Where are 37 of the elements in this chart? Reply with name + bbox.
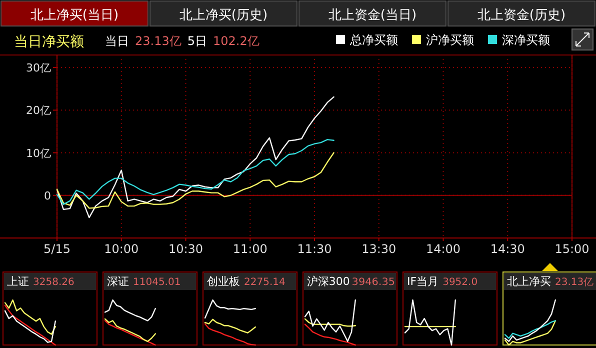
text: 北上资金(当日) <box>328 8 417 23</box>
text: 5日 <box>187 34 207 48</box>
text: 北上资金(历史) <box>477 8 566 23</box>
chart-subtitle: 3952.0 <box>442 277 478 288</box>
chart-title: IF当月 <box>407 275 439 288</box>
x-tick-label: 10:00 <box>104 242 139 256</box>
chart-subtitle: 3946.35 <box>352 277 396 288</box>
legend-label: 总净买额 <box>349 33 398 47</box>
chart-title: 上证 <box>7 275 29 288</box>
x-tick-label: 13:30 <box>362 242 396 256</box>
chart-subtitle: 11045.01 <box>133 277 181 288</box>
x-tick-label: 11:30 <box>297 242 332 256</box>
chart-title: 深证 <box>107 275 129 288</box>
chart-title: 北上净买 <box>507 275 551 288</box>
chart-subtitle: 3258.26 <box>33 277 74 288</box>
y-tick-label: 30亿 <box>26 62 51 75</box>
text: 当日 <box>105 34 129 48</box>
text: 23.13亿 <box>135 34 182 48</box>
chart-title: 沪深300 <box>307 275 350 288</box>
x-tick-label: 5/15 <box>44 242 70 256</box>
chart-subtitle: 2275.14 <box>244 277 286 288</box>
legend-label: 沪净买额 <box>426 33 474 47</box>
y-tick-label: 0 <box>44 189 51 202</box>
y-tick-label: 20亿 <box>26 104 51 118</box>
y-tick-label: 10亿 <box>26 146 51 160</box>
x-tick-label: 11:00 <box>232 242 268 256</box>
text: 102.2亿 <box>213 34 260 48</box>
chart-title: 当日净买额 <box>14 34 84 50</box>
legend-label: 深净买额 <box>502 33 550 47</box>
x-tick-label: 14:00 <box>426 242 461 256</box>
x-tick-label: 14:30 <box>490 242 525 256</box>
text: 北上净买(历史) <box>179 8 268 23</box>
x-tick-label: 15:00 <box>554 242 590 256</box>
chart-title: 创业板 <box>207 275 240 288</box>
chart-subtitle: 23.13亿 <box>555 277 594 288</box>
text: 北上净买(当日) <box>30 8 119 23</box>
x-tick-label: 10:30 <box>168 242 204 256</box>
